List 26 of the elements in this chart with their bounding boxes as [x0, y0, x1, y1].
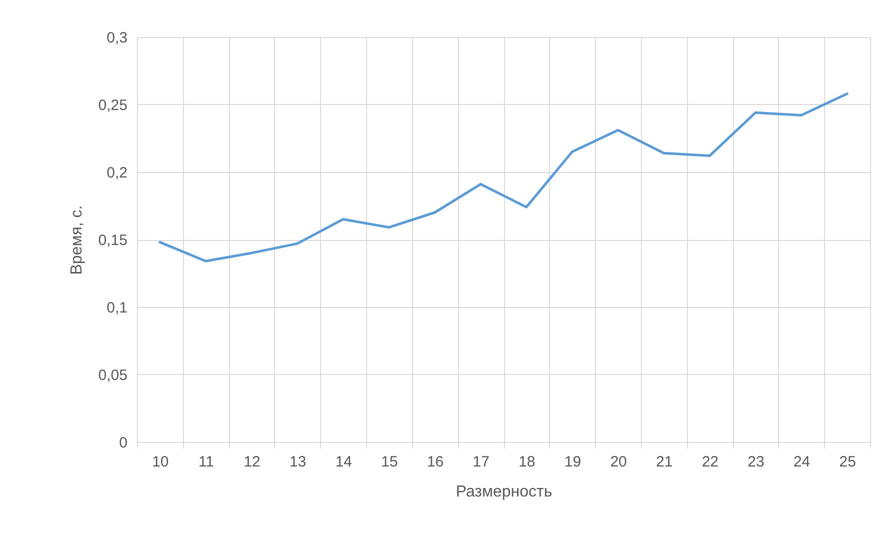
- x-tick-label: 24: [793, 454, 810, 470]
- y-axis-title: Время, с.: [68, 205, 86, 275]
- y-tick-label: 0,05: [98, 367, 128, 384]
- x-tick-label: 11: [198, 454, 214, 470]
- x-tick-label: 13: [290, 454, 306, 470]
- x-tick-label: 18: [518, 454, 536, 470]
- x-tick-label: 21: [656, 454, 673, 470]
- y-tick-label: 0: [119, 434, 128, 452]
- y-tick-label: 0,15: [98, 232, 128, 249]
- x-axis-title: Размерность: [456, 484, 552, 500]
- x-tick-label: 25: [839, 454, 856, 470]
- line-series: [158, 92, 848, 262]
- x-tick-label: 14: [335, 454, 352, 470]
- x-tick-label: 22: [702, 454, 718, 470]
- y-tick-label: 0,25: [98, 97, 128, 114]
- x-tick-label: 15: [381, 454, 398, 470]
- y-tick-label: 0,3: [106, 30, 128, 46]
- x-tick-label: 20: [610, 454, 627, 470]
- x-tick-label: 16: [426, 454, 444, 470]
- y-tick-label: 0,1: [106, 300, 128, 316]
- x-tick-label: 17: [472, 454, 490, 470]
- x-tick-label: 12: [244, 454, 260, 470]
- x-tick-label: 10: [152, 454, 169, 470]
- x-tick-label: 19: [564, 454, 582, 470]
- x-tick-label: 23: [748, 454, 764, 470]
- y-tick-label: 0,2: [106, 164, 128, 182]
